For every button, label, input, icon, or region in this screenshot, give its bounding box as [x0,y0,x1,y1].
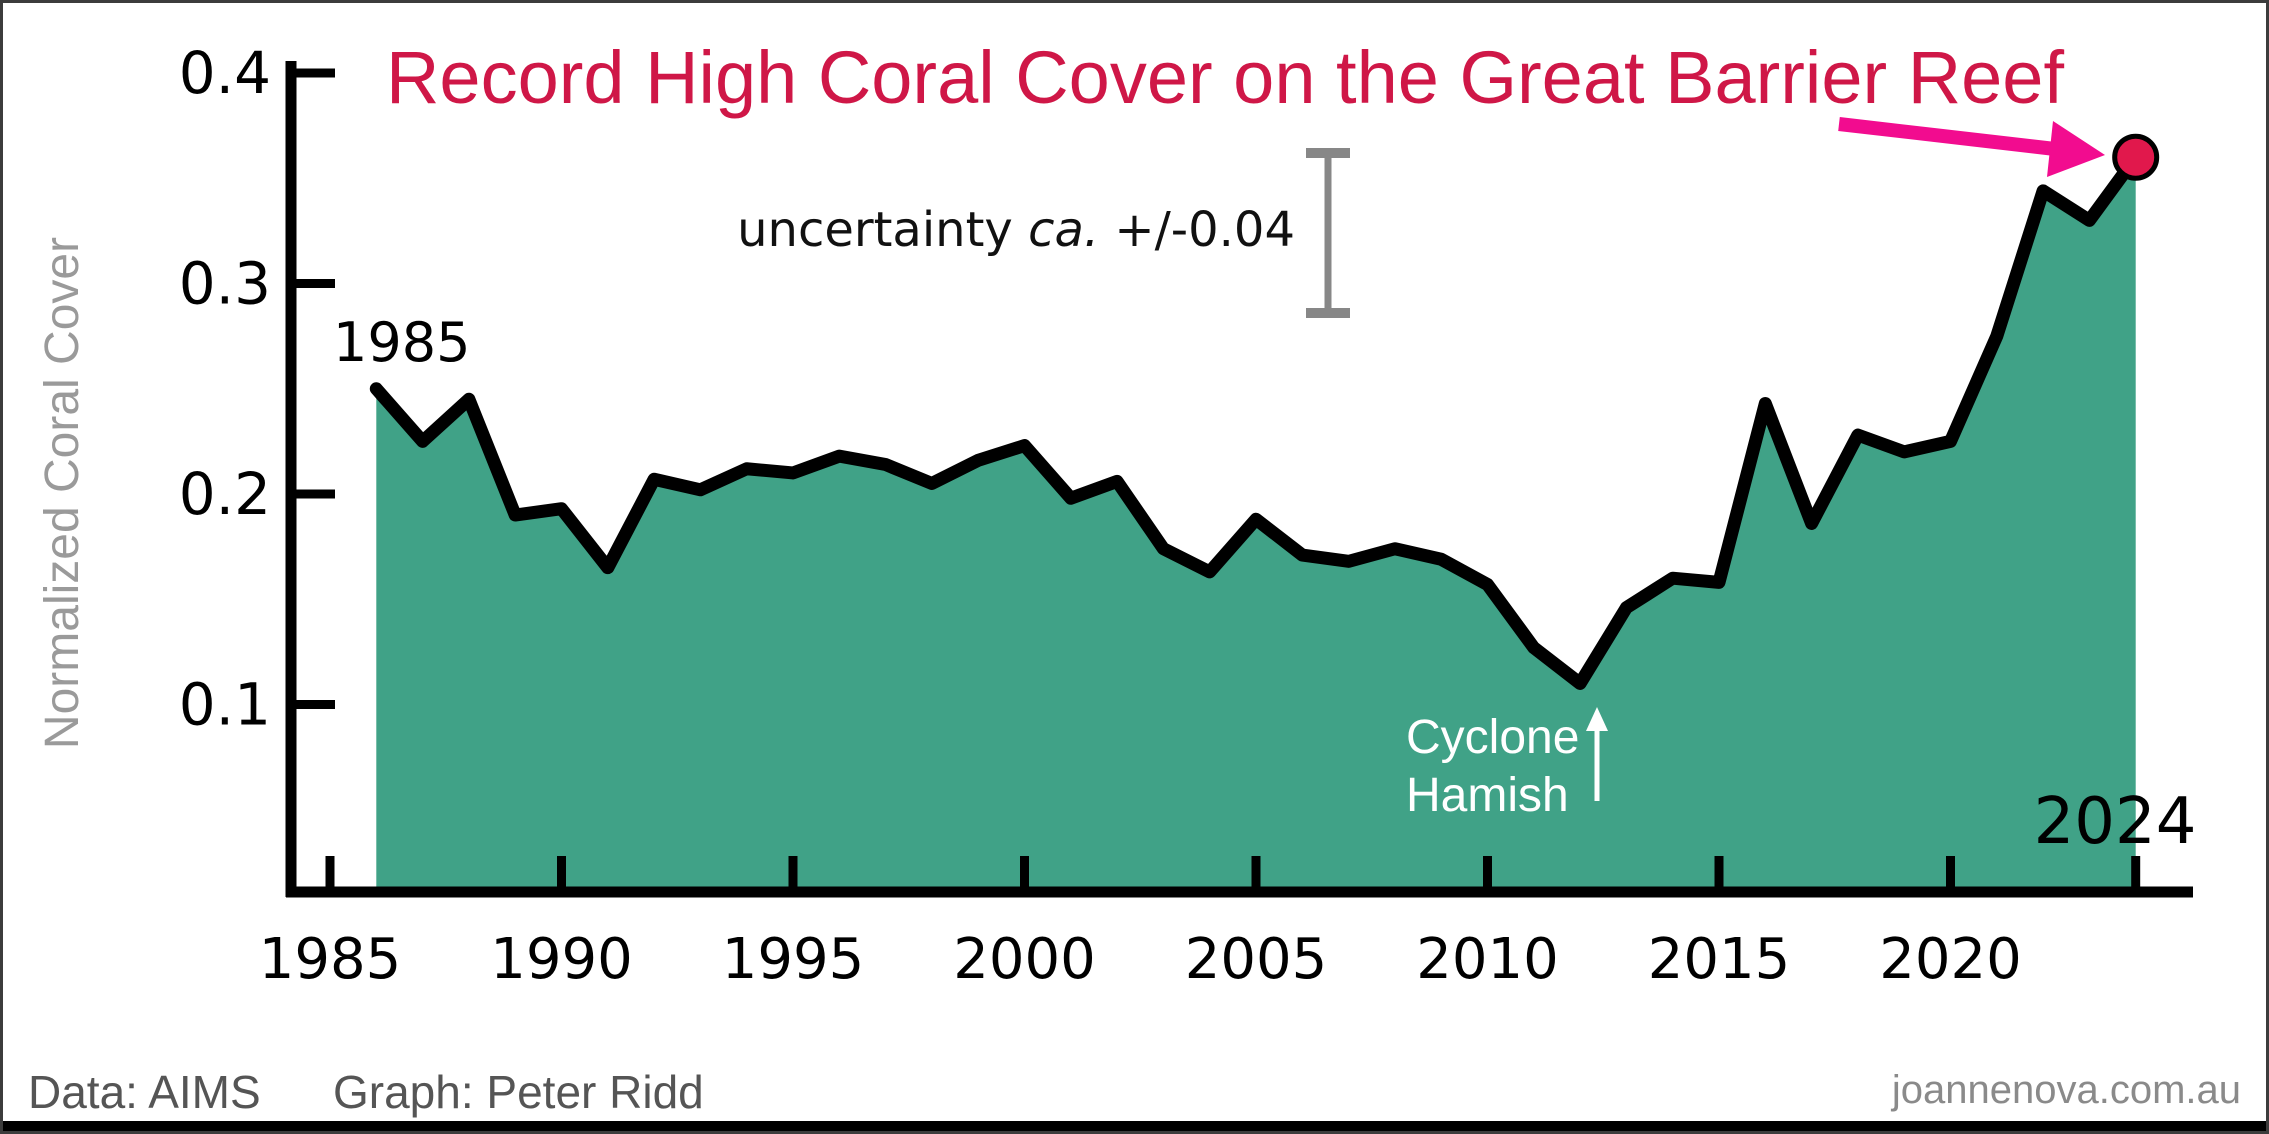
end-year-annotation: 2024 [2034,785,2197,859]
x-tick-label: 1985 [259,927,402,992]
coral-cover-line [369,150,2143,690]
record-high-point-marker [2112,133,2160,181]
y-tick-label: 0.3 [179,250,271,318]
y-tick-label: 0.4 [179,39,271,107]
credit-data-source: Data: AIMS [28,1066,261,1118]
credit-author: Graph: Peter Ridd [333,1066,704,1118]
x-axis-ticks: 1985 1990 1995 2000 2005 2010 2015 2020 [259,856,2141,992]
credit-site: joannenova.com.au [1891,1068,2241,1112]
x-tick-label: 2000 [953,927,1096,992]
y-tick-label: 0.2 [179,460,271,528]
y-axis-ticks: 0.4 0.3 0.2 0.1 [179,39,335,739]
y-axis-label: Normalized Coral Cover [36,237,89,749]
x-tick-label: 2005 [1185,927,1328,992]
cyclone-annotation-line2: Hamish [1406,769,1569,822]
uncertainty-label: uncertainty ca. +/-0.04 [737,202,1295,258]
x-tick-label: 2020 [1879,927,2022,992]
x-tick-label: 1990 [490,927,633,992]
uncertainty-error-bar [1306,147,1350,318]
cyclone-up-arrow [1586,707,1608,801]
y-tick-label: 0.1 [179,671,271,739]
cyclone-annotation-line1: Cyclone [1406,711,1579,764]
bottom-border-bar [3,1121,2266,1131]
coral-cover-chart: 1985 1990 1995 2000 2005 2010 2015 2020 0.40.30… [28,36,2241,1118]
chart-title: Record High Coral Cover on the Great Bar… [386,36,2064,119]
x-tick-label: 2015 [1648,927,1791,992]
start-year-annotation: 1985 [333,311,470,374]
x-tick-label: 1995 [722,927,865,992]
record-high-arrow [1838,117,2105,177]
x-tick-label: 2010 [1416,927,1559,992]
